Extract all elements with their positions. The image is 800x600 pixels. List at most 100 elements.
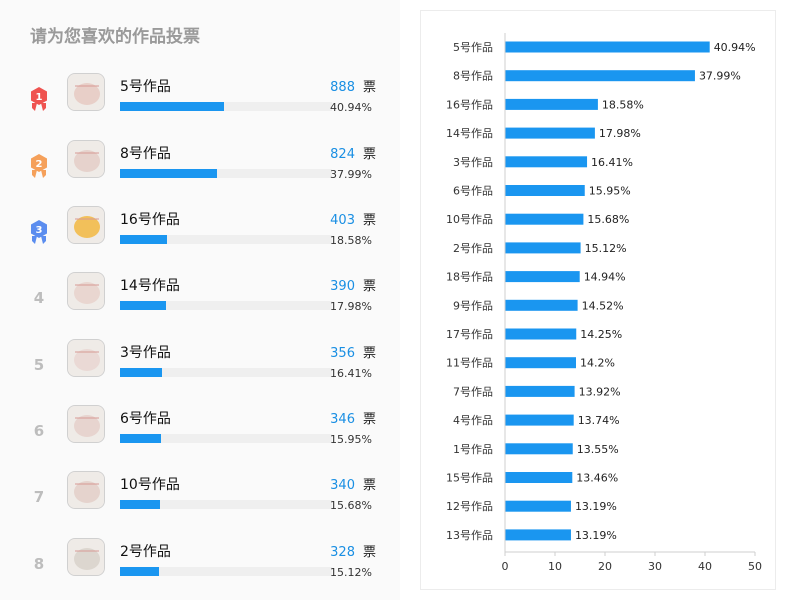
- medal-icon: 3: [28, 219, 50, 245]
- artwork-thumbnail[interactable]: [67, 73, 105, 111]
- x-tick-label: 40: [698, 560, 712, 573]
- vote-percentage: 16.41%: [330, 367, 372, 380]
- category-label: 2号作品: [453, 242, 493, 255]
- vote-percentage: 17.98%: [330, 300, 372, 313]
- data-bar: [505, 357, 576, 369]
- data-label: 18.58%: [602, 98, 644, 111]
- ranking-row[interactable]: 1 5号作品 888 票 40.94%: [0, 70, 400, 130]
- data-label: 15.95%: [589, 185, 631, 198]
- data-label: 13.92%: [579, 385, 621, 398]
- vote-progress-fill: [120, 567, 159, 576]
- artwork-thumbnail[interactable]: [67, 471, 105, 509]
- artwork-thumbnail[interactable]: [67, 272, 105, 310]
- work-name: 5号作品: [120, 79, 171, 95]
- ranking-row[interactable]: 5 3号作品 356 票 16.41%: [0, 336, 400, 396]
- vote-count: 824: [330, 147, 355, 162]
- vote-count-group: 824 票: [300, 143, 376, 162]
- rank-number: 7: [28, 484, 50, 510]
- category-label: 6号作品: [453, 185, 493, 198]
- category-label: 10号作品: [446, 213, 493, 226]
- vote-unit: 票: [362, 279, 376, 294]
- vote-percentage: 15.68%: [330, 499, 372, 512]
- category-label: 12号作品: [446, 500, 493, 513]
- data-label: 14.52%: [582, 299, 624, 312]
- vote-count: 346: [330, 412, 355, 427]
- data-label: 37.99%: [699, 70, 741, 83]
- ranking-row[interactable]: 6 6号作品 346 票 15.95%: [0, 402, 400, 462]
- artwork-thumbnail[interactable]: [67, 405, 105, 443]
- medal-icon: 1: [28, 86, 50, 112]
- rank-number-text: 7: [33, 488, 45, 506]
- vote-percentage: 18.58%: [330, 234, 372, 247]
- vote-progress-fill: [120, 301, 166, 310]
- category-label: 13号作品: [446, 529, 493, 542]
- vote-percentage: 40.94%: [330, 101, 372, 114]
- data-label: 15.68%: [587, 213, 629, 226]
- artwork-thumbnail[interactable]: [67, 339, 105, 377]
- data-bar: [505, 213, 584, 225]
- rank-number-text: 8: [33, 555, 45, 573]
- vote-progress-track: [120, 169, 332, 178]
- medal-rank-number: 3: [36, 225, 43, 236]
- vote-count-group: 403 票: [300, 209, 376, 228]
- data-label: 14.94%: [584, 271, 626, 284]
- work-name: 6号作品: [120, 411, 171, 427]
- data-label: 13.74%: [578, 414, 620, 427]
- data-label: 13.46%: [576, 472, 618, 485]
- vote-count: 356: [330, 346, 355, 361]
- category-label: 1号作品: [453, 443, 493, 456]
- category-label: 11号作品: [446, 357, 493, 370]
- category-label: 18号作品: [446, 271, 493, 284]
- ranking-row[interactable]: 4 14号作品 390 票 17.98%: [0, 269, 400, 329]
- x-tick-label: 50: [748, 560, 762, 573]
- vote-count: 390: [330, 279, 355, 294]
- data-bar: [505, 156, 588, 168]
- vote-unit: 票: [362, 478, 376, 493]
- vote-unit: 票: [362, 80, 376, 95]
- medal-rank-number: 2: [36, 159, 43, 170]
- vote-percentage: 15.95%: [330, 433, 372, 446]
- data-bar: [505, 98, 598, 110]
- artwork-thumbnail[interactable]: [67, 140, 105, 178]
- vote-count-group: 328 票: [300, 541, 376, 560]
- vote-unit: 票: [362, 346, 376, 361]
- data-label: 14.2%: [580, 357, 615, 370]
- x-tick-label: 30: [648, 560, 662, 573]
- data-label: 40.94%: [714, 41, 756, 54]
- vote-count: 328: [330, 545, 355, 560]
- work-name: 14号作品: [120, 278, 180, 294]
- work-name: 2号作品: [120, 544, 171, 560]
- vote-progress-track: [120, 235, 332, 244]
- data-bar: [505, 41, 710, 53]
- ranking-row[interactable]: 3 16号作品 403 票 18.58%: [0, 203, 400, 263]
- data-label: 13.19%: [575, 500, 617, 513]
- vote-progress-track: [120, 567, 332, 576]
- vote-progress-fill: [120, 368, 162, 377]
- data-label: 14.25%: [580, 328, 622, 341]
- category-label: 4号作品: [453, 414, 493, 427]
- vote-percentage: 15.12%: [330, 566, 372, 579]
- rank-number: 4: [28, 285, 50, 311]
- vote-unit: 票: [362, 213, 376, 228]
- data-bar: [505, 299, 578, 311]
- x-tick-label: 0: [502, 560, 509, 573]
- vote-progress-fill: [120, 169, 217, 178]
- ranking-row[interactable]: 7 10号作品 340 票 15.68%: [0, 468, 400, 528]
- artwork-thumbnail[interactable]: [67, 206, 105, 244]
- panel-title: 请为您喜欢的作品投票: [30, 27, 200, 47]
- artwork-thumbnail[interactable]: [67, 538, 105, 576]
- work-name: 10号作品: [120, 477, 180, 493]
- vote-count: 888: [330, 80, 355, 95]
- ranking-row[interactable]: 2 8号作品 824 票 37.99%: [0, 137, 400, 197]
- vote-progress-track: [120, 368, 332, 377]
- category-label: 17号作品: [446, 328, 493, 341]
- data-bar: [505, 70, 695, 82]
- ranking-row[interactable]: 8 2号作品 328 票 15.12%: [0, 535, 400, 595]
- vote-progress-fill: [120, 235, 168, 244]
- category-label: 5号作品: [453, 41, 493, 54]
- vote-progress-fill: [120, 500, 160, 509]
- data-bar: [505, 271, 580, 283]
- data-label: 13.19%: [575, 529, 617, 542]
- x-tick-label: 20: [598, 560, 612, 573]
- rank-number: 8: [28, 551, 50, 577]
